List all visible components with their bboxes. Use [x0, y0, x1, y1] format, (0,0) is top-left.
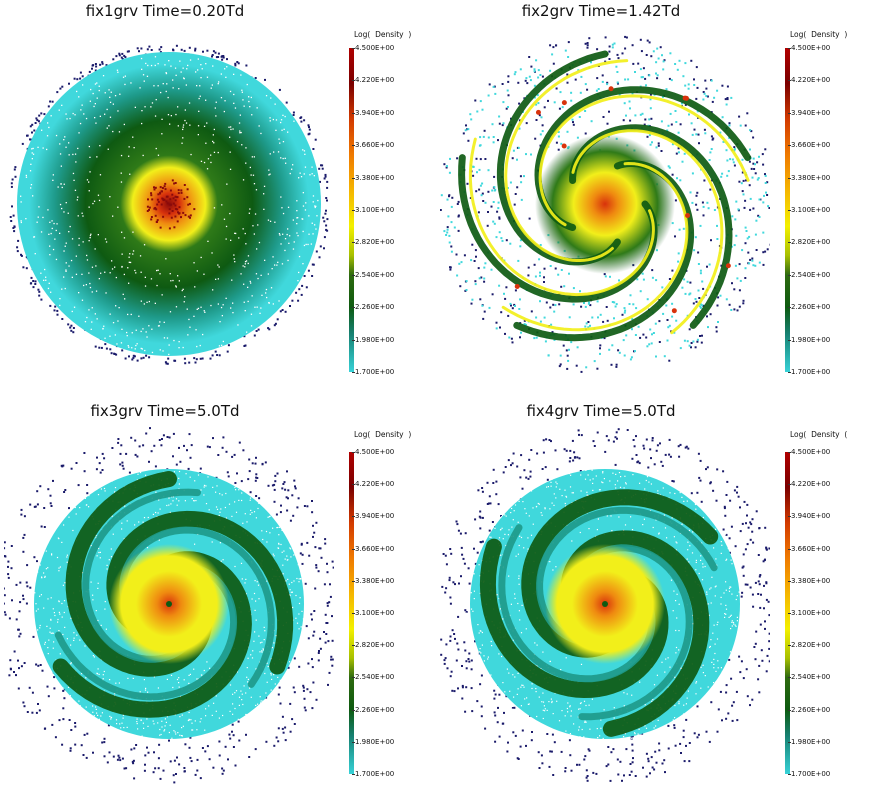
colorbar-tick: 2.260E+00	[787, 303, 831, 311]
colorbar-tick: 3.100E+00	[787, 206, 831, 214]
colorbar-tick: 2.260E+00	[351, 303, 395, 311]
colorbar-tick: 1.980E+00	[787, 738, 831, 746]
colorbar-tick: 2.820E+00	[351, 238, 395, 246]
colorbar-tick: 4.500E+00	[351, 448, 395, 456]
colorbar-tick: 1.980E+00	[351, 738, 395, 746]
colorbar-tick: 3.940E+00	[351, 512, 395, 520]
panel-title: fix4grv Time=5.0Td	[526, 402, 676, 420]
colorbar-label: Log( Density (	[790, 430, 848, 439]
colorbar-tick: 4.500E+00	[787, 44, 831, 52]
colorbar-tick: 1.700E+00	[787, 368, 831, 376]
colorbar-tick: 3.100E+00	[351, 206, 395, 214]
colorbar-tick: 4.220E+00	[351, 76, 395, 84]
colorbar-label: Log( Density )	[354, 430, 412, 439]
panel-title: fix3grv Time=5.0Td	[90, 402, 240, 420]
colorbar-tick: 4.500E+00	[787, 448, 831, 456]
disk-render-fix1grv	[9, 44, 329, 365]
disk-render-fix4grv	[440, 428, 770, 782]
density-colorbar	[349, 452, 354, 774]
colorbar-tick: 3.940E+00	[787, 109, 831, 117]
colorbar-tick: 2.820E+00	[787, 641, 831, 649]
colorbar-tick: 2.540E+00	[351, 673, 395, 681]
colorbar-tick: 4.220E+00	[787, 480, 831, 488]
colorbar-tick: 4.220E+00	[787, 76, 831, 84]
density-colorbar	[785, 48, 790, 372]
colorbar-tick: 2.540E+00	[351, 271, 395, 279]
colorbar-tick: 2.820E+00	[351, 641, 395, 649]
colorbar-tick: 3.380E+00	[351, 577, 395, 585]
panel-title: fix2grv Time=1.42Td	[521, 2, 681, 20]
disk-render-fix2grv	[440, 35, 770, 373]
colorbar-label: Log( Density )	[354, 30, 412, 39]
colorbar-tick: 3.100E+00	[787, 609, 831, 617]
colorbar-tick: 2.540E+00	[787, 673, 831, 681]
density-colorbar	[785, 452, 790, 774]
colorbar-tick: 3.660E+00	[787, 141, 831, 149]
colorbar-tick: 2.260E+00	[787, 706, 831, 714]
colorbar-tick: 1.700E+00	[351, 368, 395, 376]
colorbar-tick: 2.540E+00	[787, 271, 831, 279]
colorbar-tick: 3.380E+00	[351, 174, 395, 182]
colorbar-tick: 1.980E+00	[351, 336, 395, 344]
colorbar-tick: 3.660E+00	[351, 141, 395, 149]
panel-fix3grv: fix3grv Time=5.0Td Log( Density ) 4.500E…	[0, 394, 436, 787]
colorbar-tick: 4.500E+00	[351, 44, 395, 52]
colorbar-tick: 3.660E+00	[787, 545, 831, 553]
panel-fix1grv: fix1grv Time=0.20Td Log( Density ) 4.500…	[0, 0, 436, 393]
colorbar-tick: 1.980E+00	[787, 336, 831, 344]
colorbar-tick: 3.940E+00	[787, 512, 831, 520]
panel-title: fix1grv Time=0.20Td	[85, 2, 245, 20]
colorbar-tick: 2.260E+00	[351, 706, 395, 714]
colorbar-tick: 3.940E+00	[351, 109, 395, 117]
colorbar-tick: 3.660E+00	[351, 545, 395, 553]
colorbar-label: Log( Density )	[790, 30, 848, 39]
colorbar-tick: 1.700E+00	[787, 770, 831, 778]
colorbar-tick: 3.380E+00	[787, 174, 831, 182]
colorbar-tick: 2.820E+00	[787, 238, 831, 246]
colorbar-tick: 4.220E+00	[351, 480, 395, 488]
panel-fix2grv: fix2grv Time=1.42Td Log( Density ) 4.500…	[436, 0, 872, 393]
colorbar-tick: 3.380E+00	[787, 577, 831, 585]
panel-fix4grv: fix4grv Time=5.0Td Log( Density ( 4.500E…	[436, 394, 872, 787]
colorbar-tick: 3.100E+00	[351, 609, 395, 617]
density-colorbar	[349, 48, 354, 372]
colorbar-tick: 1.700E+00	[351, 770, 395, 778]
disk-render-fix3grv	[4, 427, 334, 784]
